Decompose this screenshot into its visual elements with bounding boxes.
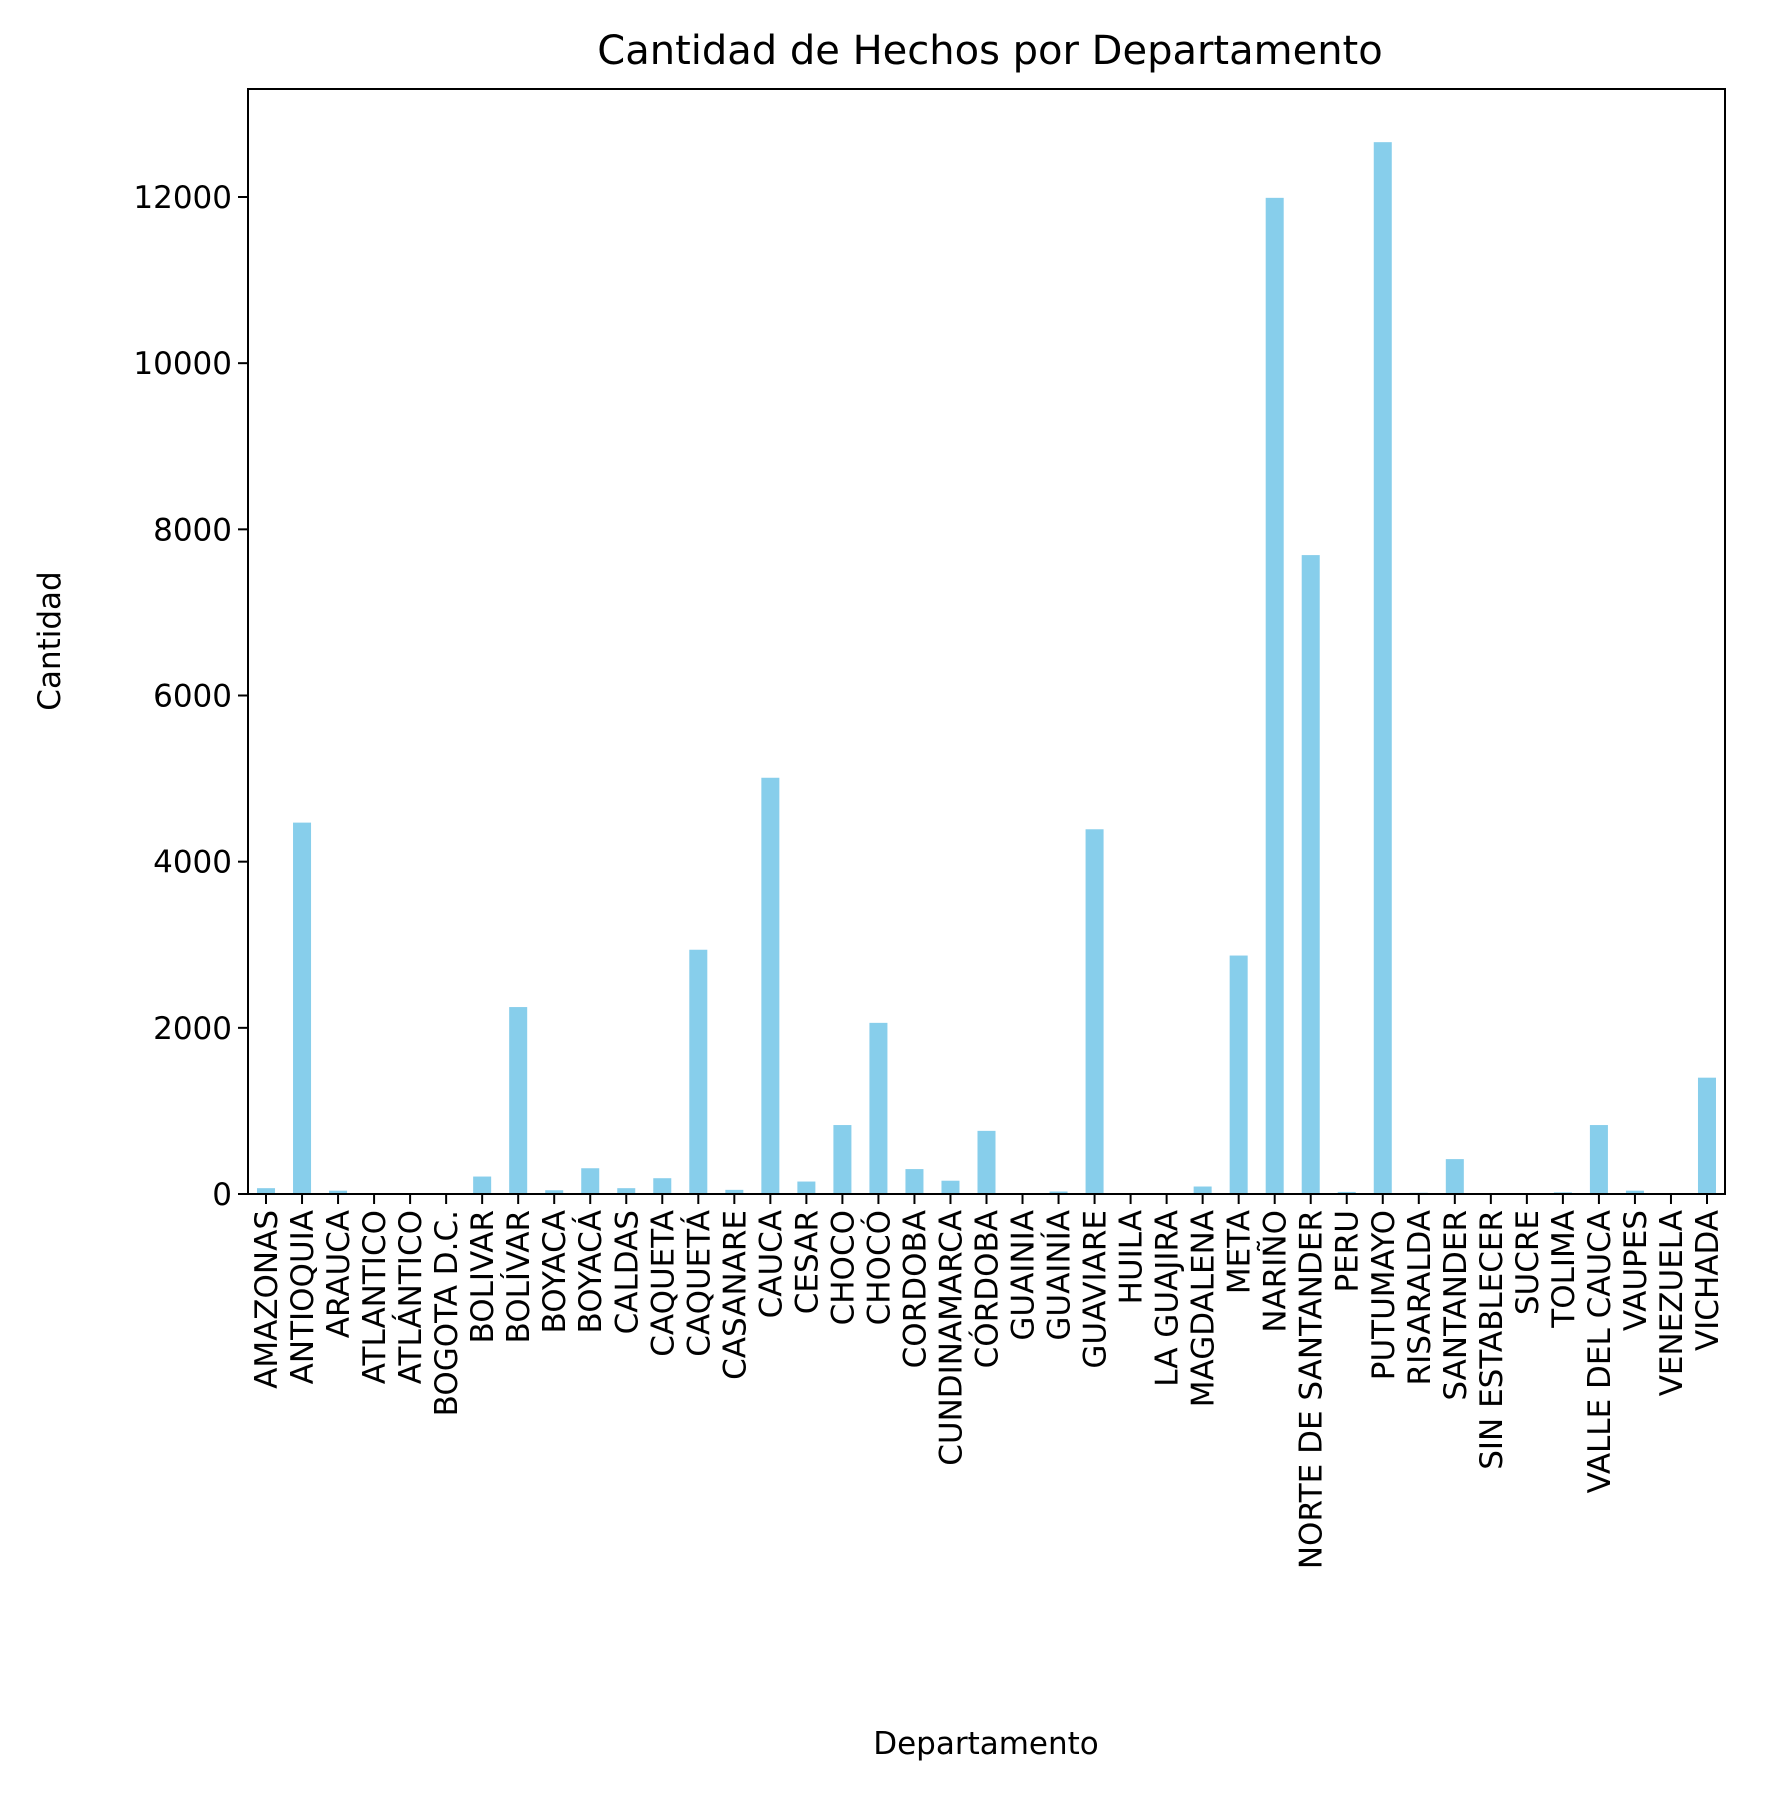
bar-20 (977, 1130, 996, 1194)
bar-18 (905, 1169, 924, 1194)
bar-30 (1337, 1191, 1356, 1194)
y-tick-label-3: 6000 (153, 679, 232, 715)
x-tick-label-26: MAGDALENA (1186, 1210, 1222, 1407)
x-tick-label-5: BOGOTA D.C. (429, 1210, 465, 1416)
x-tick-label-10: CALDAS (609, 1210, 645, 1334)
x-tick-label-33: SANTANDER (1438, 1210, 1474, 1401)
x-tick-label-39: VENEZUELA (1654, 1210, 1690, 1396)
x-tick-label-32: RISARALDA (1402, 1210, 1438, 1385)
bar-6 (473, 1176, 492, 1194)
bar-14 (761, 777, 780, 1194)
bar-37 (1589, 1125, 1608, 1194)
x-tick-label-0: AMAZONAS (249, 1210, 285, 1389)
x-tick-label-12: CAQUETÁ (681, 1210, 717, 1357)
x-tick-label-24: HUILA (1114, 1210, 1150, 1304)
bar-13 (725, 1189, 744, 1194)
x-tick-label-23: GUAVIARE (1078, 1210, 1114, 1369)
y-tick-label-6: 12000 (133, 180, 232, 216)
y-tick-label-0: 0 (212, 1177, 232, 1213)
x-tick-label-8: BOYACA (537, 1210, 573, 1333)
x-tick-label-4: ATLÁNTICO (393, 1210, 429, 1384)
bar-1 (293, 822, 312, 1194)
x-tick-label-34: SIN ESTABLECER (1474, 1210, 1510, 1470)
bar-10 (617, 1188, 636, 1194)
x-tick-label-19: CUNDINAMARCA (933, 1210, 969, 1466)
y-axis-label: Cantidad (32, 571, 68, 710)
x-tick-label-21: GUAINIA (1006, 1210, 1042, 1341)
bar-0 (257, 1188, 276, 1194)
bar-26 (1193, 1186, 1212, 1194)
x-tick-label-9: BOYACÁ (573, 1210, 609, 1333)
y-tick-label-1: 2000 (153, 1011, 232, 1047)
y-axis-ticks: 0 2000 4000 6000 8000 10000 12000 (133, 180, 248, 1213)
bar-33 (1445, 1159, 1464, 1194)
x-tick-label-29: NORTE DE SANTANDER (1294, 1210, 1330, 1569)
x-axis-label: Departamento (873, 1726, 1099, 1762)
x-tick-label-2: ARAUCA (321, 1210, 357, 1338)
x-tick-label-36: TOLIMA (1546, 1210, 1582, 1329)
bar-8 (545, 1190, 564, 1194)
x-tick-label-13: CASANARE (717, 1210, 753, 1380)
chart-title: Cantidad de Hechos por Departamento (597, 28, 1382, 74)
bar-29 (1301, 555, 1320, 1194)
bar-17 (869, 1022, 888, 1194)
x-tick-label-38: VAUPES (1618, 1210, 1654, 1331)
bar-16 (833, 1125, 852, 1194)
x-tick-label-18: CORDOBA (897, 1210, 933, 1368)
bar-38 (1625, 1190, 1644, 1194)
y-tick-label-5: 10000 (133, 346, 232, 382)
bar-40 (1697, 1077, 1716, 1194)
bar-31 (1373, 142, 1392, 1194)
bar-9 (581, 1168, 600, 1194)
y-tick-label-2: 4000 (153, 845, 232, 881)
x-tick-label-16: CHOCO (825, 1210, 861, 1325)
bar-28 (1265, 197, 1284, 1195)
bar-15 (797, 1181, 816, 1194)
x-tick-label-7: BOLÍVAR (501, 1210, 537, 1344)
x-tick-label-40: VICHADA (1690, 1210, 1726, 1351)
bar-19 (941, 1180, 960, 1194)
x-tick-label-15: CESAR (789, 1210, 825, 1314)
x-tick-label-28: NARIÑO (1258, 1210, 1294, 1333)
x-tick-label-11: CAQUETA (645, 1210, 681, 1357)
bar-7 (509, 1007, 528, 1194)
x-tick-label-22: GUAINÍA (1042, 1210, 1078, 1341)
x-tick-label-6: BOLIVAR (465, 1210, 501, 1344)
bar-22 (1049, 1191, 1068, 1194)
x-tick-label-1: ANTIOQUIA (285, 1210, 321, 1384)
x-tick-label-3: ATLANTICO (357, 1210, 393, 1384)
bar-12 (689, 949, 708, 1194)
x-tick-label-31: PUTUMAYO (1366, 1210, 1402, 1380)
x-tick-label-27: META (1222, 1210, 1258, 1294)
x-tick-label-35: SUCRE (1510, 1210, 1546, 1315)
bar-27 (1229, 955, 1248, 1194)
x-tick-label-30: PERU (1330, 1210, 1366, 1293)
x-axis-ticks: AMAZONAS ANTIOQUIA ARAUCA ATLANTICO ATLÁNTIC… (249, 1194, 1726, 1569)
x-tick-label-17: CHOCÓ (860, 1210, 897, 1325)
bar-11 (653, 1178, 672, 1194)
bar-23 (1085, 829, 1104, 1194)
x-tick-label-20: CÓRDOBA (969, 1210, 1006, 1368)
x-tick-label-25: LA GUAJIRA (1150, 1210, 1186, 1387)
x-tick-label-14: CAUCA (753, 1210, 789, 1318)
bars-group (257, 142, 1716, 1195)
x-tick-label-37: VALLE DEL CAUCA (1582, 1210, 1618, 1493)
bar-2 (329, 1190, 348, 1194)
y-tick-label-4: 8000 (153, 512, 232, 548)
